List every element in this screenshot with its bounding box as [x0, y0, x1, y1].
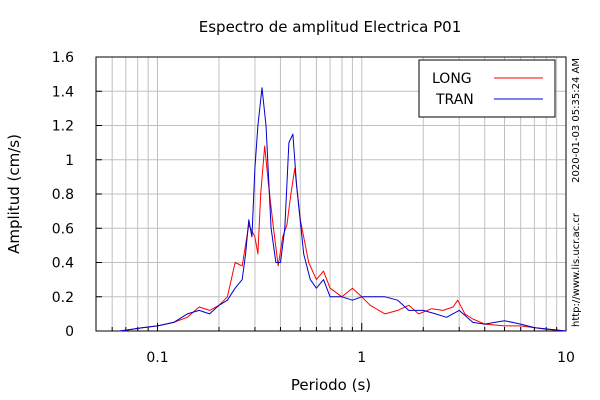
y-tick-label: 0.2 [52, 290, 74, 306]
x-axis-label: Periodo (s) [291, 376, 371, 394]
y-tick-label: 1.6 [52, 50, 74, 66]
series-line-tran [119, 87, 567, 332]
legend: LONG TRAN [418, 59, 556, 118]
legend-label-tran: TRAN [435, 92, 474, 108]
axis-ticks: 0 0.2 0.4 0.6 0.8 1 1.2 1.4 1.6 0.1 1 10 [52, 50, 575, 366]
url-label: http://www.lis.ucr.ac.cr [571, 212, 582, 327]
chart-title: Espectro de amplitud Electrica P01 [199, 18, 462, 36]
timestamp-label: 2020-01-03 05:35:24 AM [571, 58, 582, 183]
x-tick-label: 1 [357, 350, 366, 366]
x-tick-label: 10 [557, 350, 575, 366]
y-tick-label: 0.4 [52, 256, 74, 272]
series-line-long [119, 145, 567, 332]
legend-label-long: LONG [432, 71, 472, 87]
series-layer [119, 87, 567, 332]
y-tick-label: 0.6 [52, 221, 74, 237]
y-tick-label: 1.4 [52, 84, 74, 100]
y-tick-label: 0.8 [52, 187, 74, 203]
y-tick-label: 0 [65, 324, 74, 340]
y-tick-label: 1.2 [52, 119, 74, 135]
y-tick-label: 1 [65, 153, 74, 169]
x-tick-label: 0.1 [146, 350, 168, 366]
y-axis-label: Amplitud (cm/s) [5, 134, 23, 254]
legend-box [418, 59, 556, 118]
